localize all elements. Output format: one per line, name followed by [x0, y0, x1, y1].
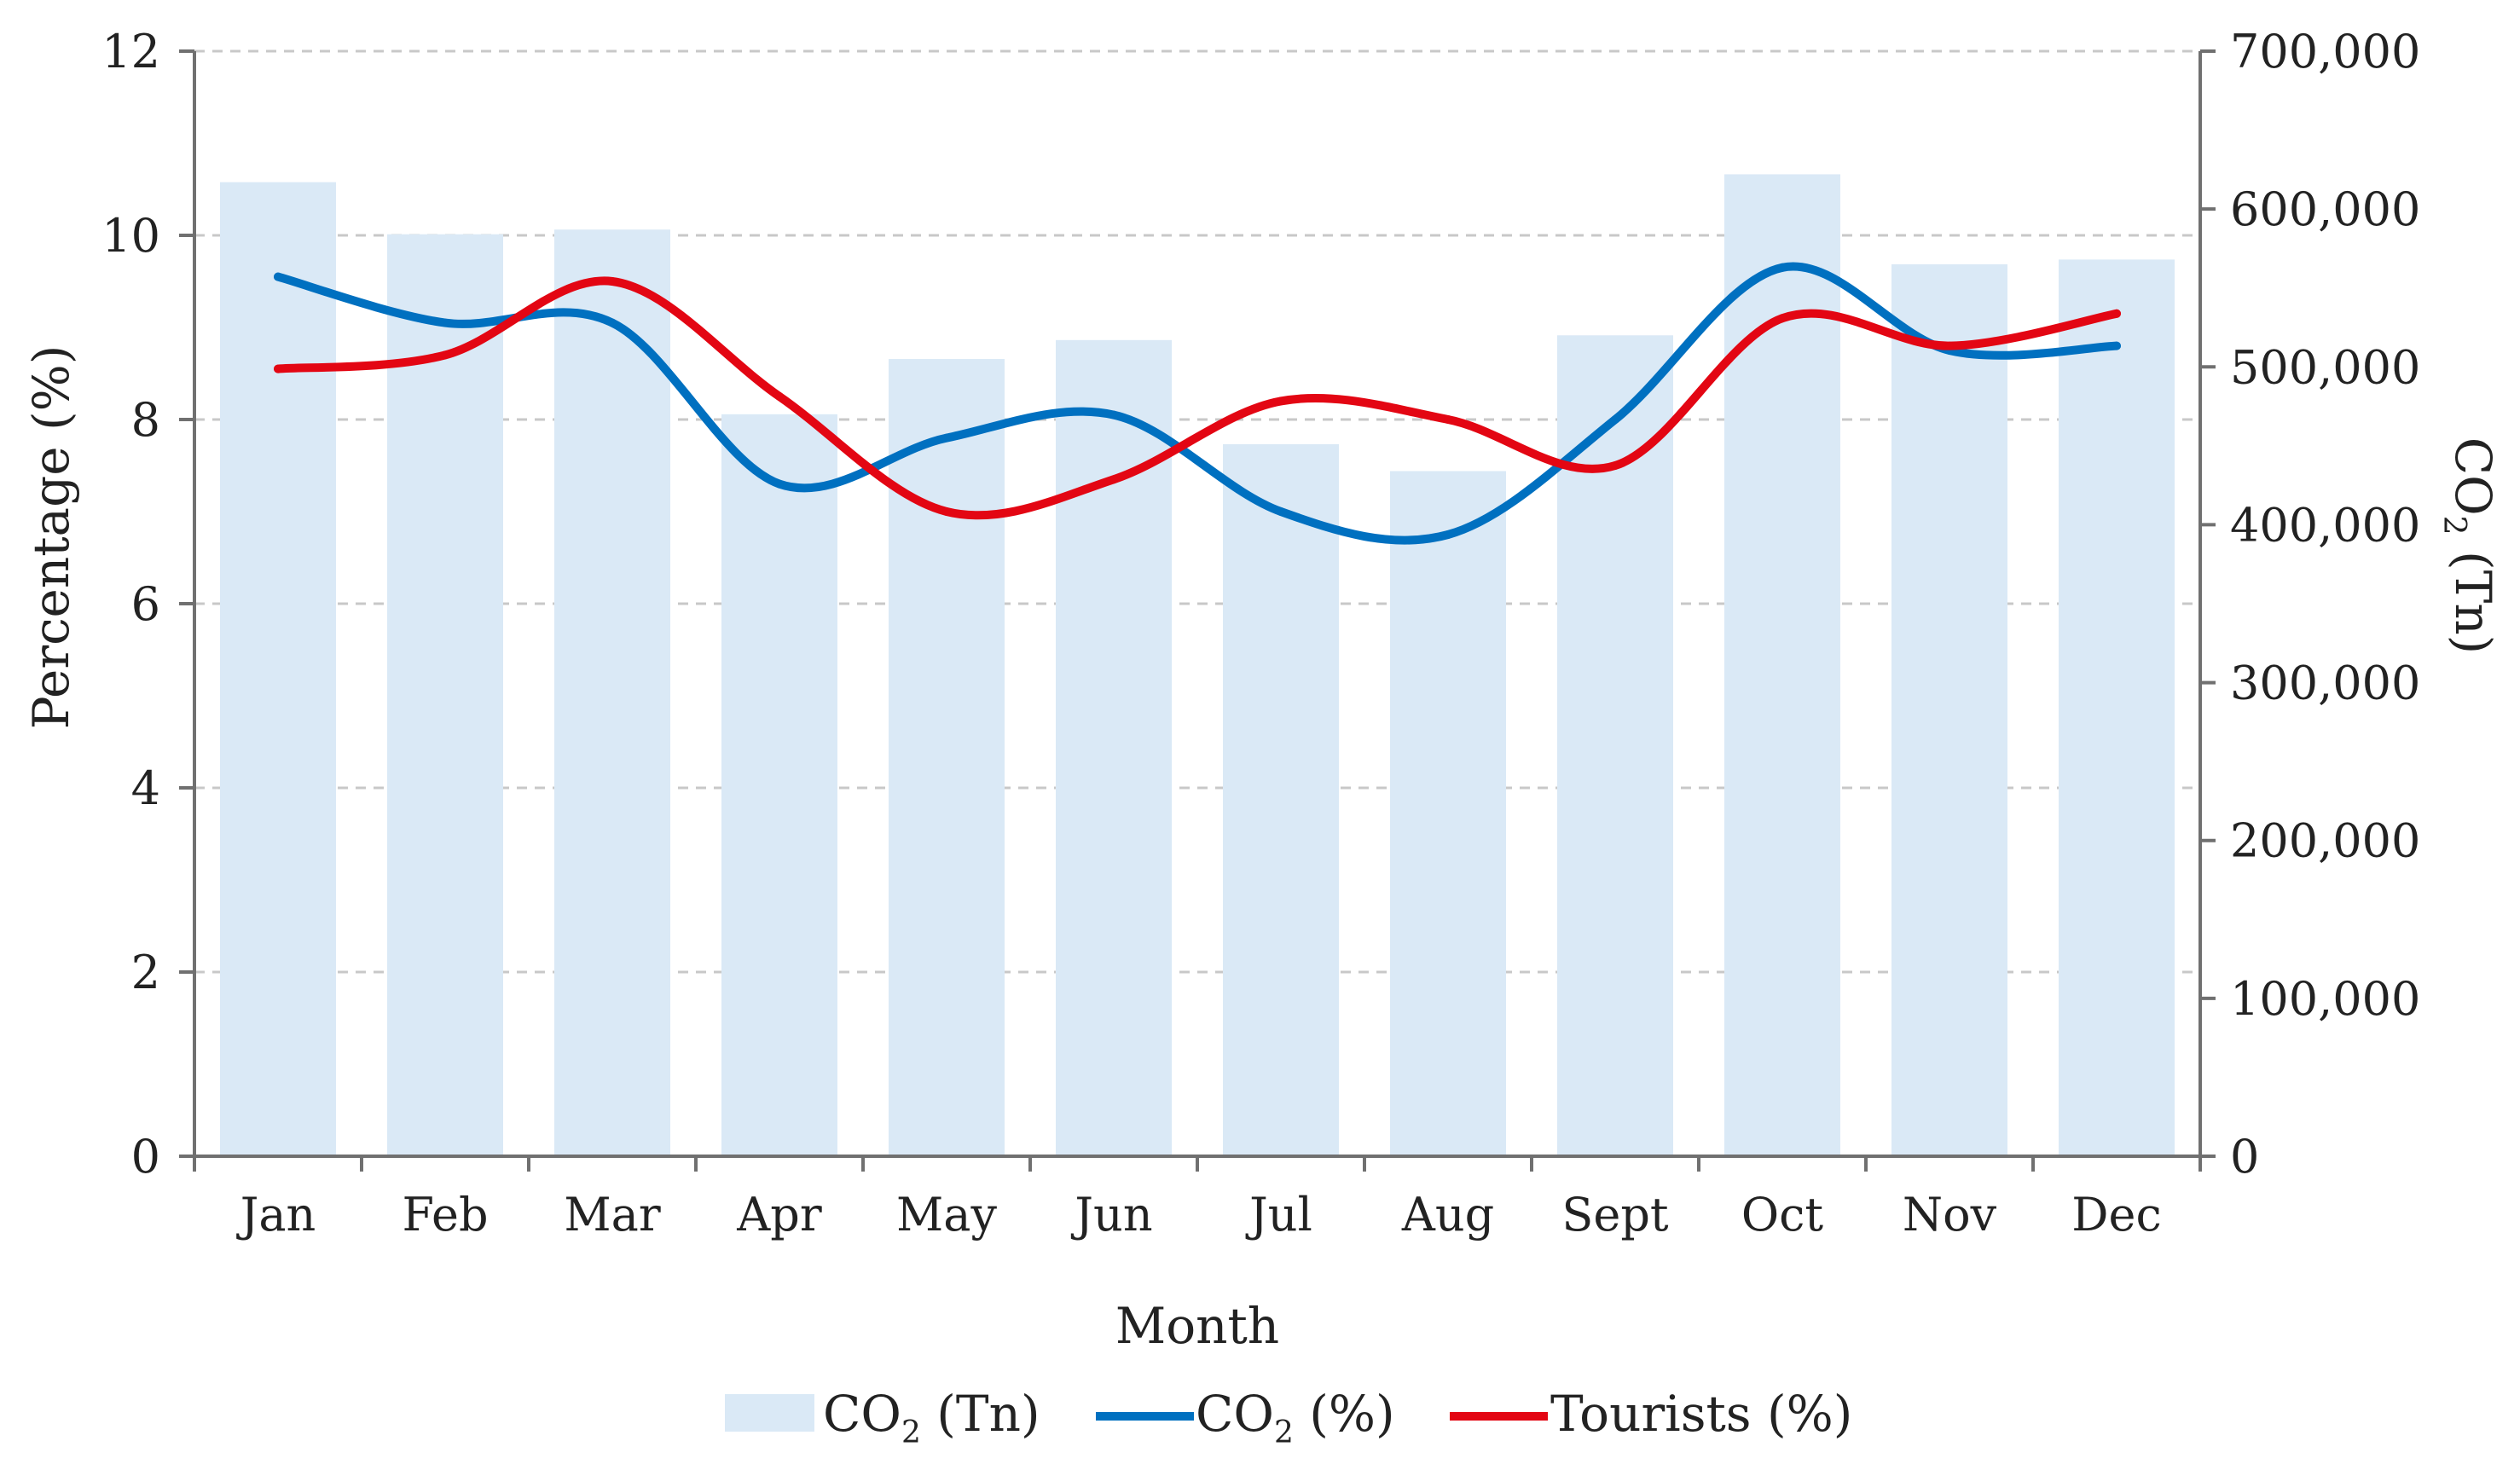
point-tourists-feb: [441, 350, 449, 360]
y-left-tick-label-2: 4: [131, 761, 160, 815]
point-co2-jun: [1109, 410, 1118, 420]
x-tick-label-jul: Jul: [1245, 1188, 1312, 1241]
y-axis-right-title-main: CO: [2444, 437, 2502, 516]
y-right-tick-label-7: 700,000: [2230, 25, 2420, 78]
y-axis-left-title: Percentage (%): [22, 345, 80, 730]
legend-label-tourists-pct-main: Tourists: [1550, 1385, 1752, 1443]
legend-label-tourists-pct-rest: (%): [1752, 1385, 1853, 1443]
bar-apr: [721, 414, 837, 1156]
y-left-tick-label-4: 8: [131, 393, 160, 447]
point-tourists-apr: [775, 392, 784, 401]
point-co2-feb: [441, 318, 449, 327]
x-tick-label-may: May: [896, 1188, 997, 1241]
bar-nov: [1891, 263, 2007, 1156]
tick-labels: 0 2 4 6 8 10 12 0 100,000 200,000 300,000 400,000 50…: [101, 25, 2420, 1241]
bar-feb: [387, 234, 503, 1156]
legend-label-co2-tn-rest: (Tn): [921, 1385, 1040, 1443]
point-co2-oct: [1778, 263, 1787, 272]
point-tourists-dec: [2112, 309, 2121, 318]
bar-sept: [1557, 335, 1673, 1156]
point-co2-dec: [2112, 341, 2121, 350]
bar-aug: [1390, 471, 1506, 1156]
point-tourists-oct: [1778, 314, 1787, 323]
line-co2: [274, 262, 2121, 545]
y-right-tick-label-3: 300,000: [2230, 657, 2420, 710]
point-tourists-sept: [1611, 461, 1619, 470]
legend-label-co2-pct: CO2 (%): [1196, 1385, 1395, 1450]
x-tick-label-apr: Apr: [736, 1188, 822, 1241]
x-axis-title: Month: [1115, 1297, 1279, 1355]
y-right-tick-label-2: 200,000: [2230, 814, 2420, 868]
legend-label-co2-pct-sub: 2: [1274, 1415, 1294, 1450]
legend-label-co2-pct-main: CO: [1196, 1385, 1274, 1443]
legend: CO2 (Tn) CO2 (%) Tourists (%): [725, 1385, 1852, 1450]
y-left-tick-label-5: 10: [101, 209, 160, 263]
bar-series-co2-tn: [220, 174, 2175, 1157]
x-tick-label-mar: Mar: [564, 1188, 660, 1241]
legend-swatch-co2-tn: [725, 1394, 814, 1432]
x-tick-label-sept: Sept: [1561, 1188, 1669, 1241]
bar-jan: [220, 182, 336, 1156]
point-co2-jan: [274, 272, 282, 281]
gridlines: [194, 49, 2200, 974]
bar-mar: [554, 229, 670, 1156]
x-tick-label-jun: Jun: [1070, 1188, 1152, 1241]
point-co2-aug: [1444, 530, 1452, 539]
point-co2-mar: [608, 318, 617, 327]
y-left-tick-label-3: 6: [131, 577, 160, 631]
legend-label-co2-tn-sub: 2: [901, 1415, 921, 1450]
x-tick-label-nov: Nov: [1903, 1188, 1997, 1241]
y-right-tick-label-1: 100,000: [2230, 972, 2420, 1026]
x-tick-label-aug: Aug: [1401, 1188, 1494, 1241]
legend-label-co2-tn-main: CO: [823, 1385, 901, 1443]
axes: [179, 49, 2216, 1172]
point-co2-may: [942, 433, 951, 443]
bar-jul: [1223, 444, 1339, 1156]
y-left-tick-label-0: 0: [131, 1130, 160, 1184]
y-axis-right-title-rest: (Tn): [2444, 535, 2502, 655]
y-right-tick-label-6: 600,000: [2230, 182, 2420, 236]
legend-label-co2-pct-rest: (%): [1294, 1385, 1395, 1443]
x-tick-label-jan: Jan: [236, 1188, 316, 1241]
point-tourists-nov: [1945, 341, 1954, 350]
legend-label-co2-tn: CO2 (Tn): [823, 1385, 1040, 1450]
y-axis-right-title-sub: 2: [2436, 516, 2471, 535]
y-right-tick-label-4: 400,000: [2230, 498, 2420, 552]
bar-dec: [2059, 259, 2175, 1157]
point-tourists-jun: [1109, 475, 1118, 484]
x-tick-label-dec: Dec: [2071, 1188, 2162, 1241]
line-tourists: [274, 276, 2121, 520]
y-left-tick-label-6: 12: [101, 25, 160, 78]
point-tourists-may: [942, 507, 951, 516]
point-tourists-aug: [1444, 415, 1452, 424]
x-tick-label-oct: Oct: [1741, 1188, 1824, 1241]
bar-oct: [1724, 174, 1840, 1157]
bar-may: [889, 359, 1005, 1156]
point-tourists-mar: [608, 277, 617, 286]
y-axis-right-title: CO2 (Tn): [2436, 437, 2502, 655]
point-co2-sept: [1611, 415, 1619, 424]
point-co2-jul: [1277, 507, 1285, 516]
y-left-tick-label-1: 2: [131, 946, 160, 999]
y-right-tick-label-5: 500,000: [2230, 340, 2420, 394]
y-right-tick-label-0: 0: [2230, 1130, 2259, 1184]
point-tourists-jul: [1277, 396, 1285, 406]
point-tourists-jan: [274, 364, 282, 373]
legend-label-tourists-pct: Tourists (%): [1550, 1385, 1852, 1443]
point-co2-apr: [775, 479, 784, 489]
line-series: [274, 262, 2121, 545]
x-tick-label-feb: Feb: [402, 1188, 488, 1241]
